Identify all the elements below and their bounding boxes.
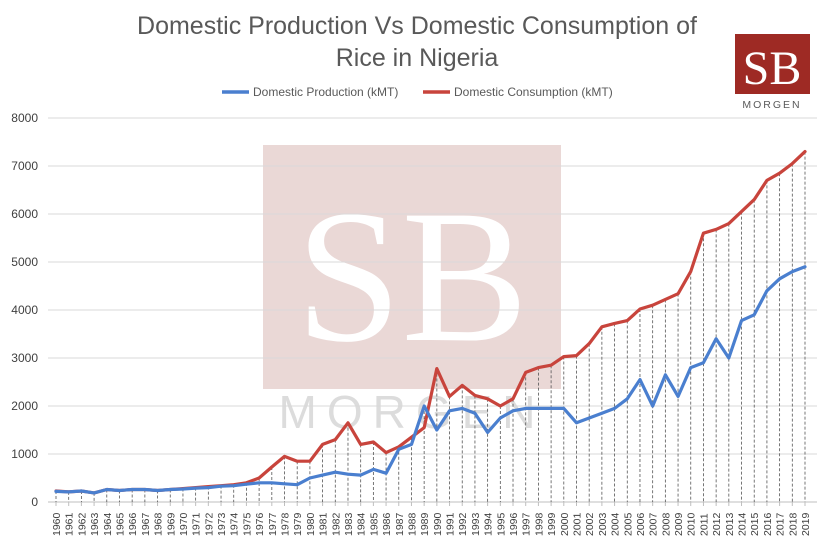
y-tick-label: 7000: [11, 159, 38, 173]
x-tick-label: 1984: [356, 512, 368, 536]
x-tick-label: 2018: [787, 512, 799, 536]
watermark-logo-block: [263, 145, 561, 389]
x-tick-label: 2016: [762, 512, 774, 536]
x-tick-label: 1967: [140, 512, 152, 536]
x-tick-label: 2002: [584, 512, 596, 536]
x-tick-label: 1997: [521, 512, 533, 536]
x-tick-label: 1968: [153, 512, 165, 536]
y-tick-label: 8000: [11, 111, 38, 125]
x-tick-label: 1964: [102, 512, 114, 536]
chart-title-line-2: Rice in Nigeria: [336, 44, 499, 72]
x-tick-label: 1978: [280, 512, 292, 536]
x-tick-label: 1970: [178, 512, 190, 536]
x-tick-label: 1983: [343, 512, 355, 536]
x-tick-label: 1962: [76, 512, 88, 536]
x-tick-label: 2006: [635, 512, 647, 536]
y-tick-label: 4000: [11, 303, 38, 317]
x-tick-label: 2011: [698, 513, 710, 536]
x-tick-label: 2017: [775, 512, 787, 536]
legend-label-consumption: Domestic Consumption (kMT): [454, 85, 613, 99]
x-tick-label: 1977: [267, 512, 279, 536]
logo-subtext: MORGEN: [742, 99, 801, 111]
x-tick-label: 1965: [114, 512, 126, 536]
x-tick-label: 1973: [216, 512, 228, 536]
x-tick-label: 1987: [394, 512, 406, 536]
x-tick-label: 2012: [711, 512, 723, 536]
x-tick-label: 2015: [749, 512, 761, 536]
x-tick-label: 2004: [610, 512, 622, 536]
x-tick-label: 2000: [559, 512, 571, 536]
x-tick-label: 1982: [330, 512, 342, 536]
y-tick-label: 6000: [11, 207, 38, 221]
x-tick-label: 1963: [89, 512, 101, 536]
x-tick-label: 1986: [381, 512, 393, 536]
x-tick-label: 1976: [254, 512, 266, 536]
x-tick-label: 1989: [419, 512, 431, 536]
y-tick-labels: 0 1000 2000 3000 4000 5000 6000 7000 8000: [11, 111, 38, 509]
x-tick-label: 1975: [241, 512, 253, 536]
x-tick-label: 1969: [165, 512, 177, 536]
y-tick-label: 5000: [11, 255, 38, 269]
legend: Domestic Production (kMT) Domestic Consu…: [222, 85, 613, 99]
x-tick-label: 2007: [648, 512, 660, 536]
x-tick-labels: 1960 1961 1962 1963 1964 1965 1966 1967 1968 1969…: [51, 512, 812, 536]
x-tick-label: 2019: [800, 512, 812, 536]
x-tick-label: 1961: [64, 512, 76, 536]
x-tick-label: 1996: [508, 512, 520, 536]
x-tick-label: 1960: [51, 512, 63, 536]
y-tick-label: 2000: [11, 399, 38, 413]
x-tick-label: 2009: [673, 512, 685, 536]
logo-text: SB: [743, 42, 802, 95]
x-tick-label: 1979: [292, 512, 304, 536]
x-tick-label: 1992: [457, 512, 469, 536]
x-tick-label: 1991: [445, 512, 457, 536]
x-tick-label: 1972: [203, 512, 215, 536]
y-tick-label: 3000: [11, 351, 38, 365]
x-tick-label: 2005: [622, 512, 634, 536]
x-tick-label: 2014: [737, 512, 749, 536]
x-tick-label: 1985: [368, 512, 380, 536]
x-tick-label: 1990: [432, 512, 444, 536]
x-tick-label: 2010: [686, 512, 698, 536]
watermark-logo-text: SB: [296, 172, 528, 382]
x-tick-label: 2001: [571, 512, 583, 536]
x-tick-label: 1998: [533, 512, 545, 536]
chart-title-line-1: Domestic Production Vs Domestic Consumpt…: [137, 12, 697, 40]
y-tick-label: 1000: [11, 447, 38, 461]
x-tick-label: 2008: [660, 512, 672, 536]
x-tick-label: 1994: [483, 512, 495, 536]
x-tick-label: 1995: [495, 512, 507, 536]
watermark-subtext: MORGEN: [279, 386, 546, 438]
series-line-production: [54, 265, 807, 495]
axes: [55, 502, 806, 506]
x-tick-label: 2013: [724, 512, 736, 536]
x-tick-label: 1988: [406, 512, 418, 536]
brand-logo: SB MORGEN: [735, 34, 810, 111]
x-tick-label: 1993: [470, 512, 482, 536]
watermark: SB MORGEN: [263, 145, 561, 438]
series: [54, 150, 807, 495]
y-tick-label: 0: [31, 495, 38, 509]
x-tick-label: 1980: [305, 512, 317, 536]
legend-label-production: Domestic Production (kMT): [253, 85, 398, 99]
x-tick-label: 1971: [191, 512, 203, 536]
x-tick-label: 1966: [127, 512, 139, 536]
logo-block: [735, 34, 810, 94]
x-tick-label: 1981: [318, 512, 330, 536]
gridlines: [48, 117, 817, 503]
x-tick-label: 1999: [546, 512, 558, 536]
x-tick-label: 1974: [229, 512, 241, 536]
x-tick-label: 2003: [597, 512, 609, 536]
